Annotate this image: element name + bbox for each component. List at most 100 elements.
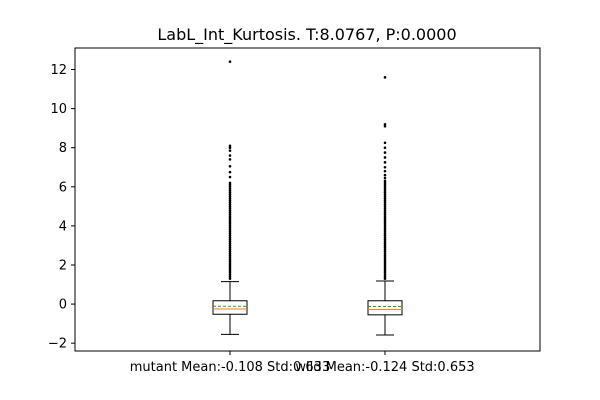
outlier-point xyxy=(383,261,387,265)
outlier-point xyxy=(383,250,387,253)
outlier-point xyxy=(228,238,232,241)
outlier-point xyxy=(228,261,232,265)
outlier-point xyxy=(383,76,387,79)
outlier-point xyxy=(383,185,387,189)
outlier-point xyxy=(383,165,387,169)
outlier-point xyxy=(383,226,387,230)
outlier-point xyxy=(383,122,387,126)
y-tick-label: 12 xyxy=(50,63,67,78)
chart-title: LabL_Int_Kurtosis. T:8.0767, P:0.0000 xyxy=(157,25,456,45)
outlier-point xyxy=(228,269,232,273)
outlier-point xyxy=(383,275,387,279)
outlier-point xyxy=(228,234,232,237)
outlier-point xyxy=(228,206,232,210)
outlier-point xyxy=(383,244,387,247)
outlier-point xyxy=(228,208,232,212)
outlier-point xyxy=(228,183,232,187)
outlier-point xyxy=(228,255,232,259)
outlier-point xyxy=(383,228,387,232)
outlier-point xyxy=(228,265,232,269)
outlier-point xyxy=(383,193,387,196)
outlier-point xyxy=(383,141,387,145)
outlier-point xyxy=(228,154,232,157)
y-tick-label: 8 xyxy=(59,141,67,156)
outlier-point xyxy=(383,251,387,255)
outlier-point xyxy=(383,210,387,214)
outlier-point xyxy=(383,195,387,198)
outlier-point xyxy=(228,187,232,191)
outlier-point xyxy=(383,189,387,193)
outlier-point xyxy=(228,259,232,263)
outlier-point xyxy=(383,238,387,241)
outlier-point xyxy=(383,234,387,237)
outlier-point xyxy=(228,210,232,214)
outlier-point xyxy=(383,259,387,263)
outlier-point xyxy=(228,244,232,247)
outlier-point xyxy=(383,197,387,200)
outlier-point xyxy=(383,232,387,236)
outlier-point xyxy=(383,191,387,194)
outlier-point xyxy=(228,203,232,206)
outlier-point xyxy=(228,216,232,220)
outlier-point xyxy=(228,248,232,251)
outlier-point xyxy=(228,149,232,152)
y-tick-label: 6 xyxy=(59,180,67,195)
outlier-point xyxy=(383,263,387,267)
outlier-point xyxy=(383,255,387,259)
outlier-point xyxy=(383,277,387,280)
outlier-point xyxy=(383,216,387,220)
outlier-point xyxy=(228,230,232,234)
y-tick-label: 4 xyxy=(59,219,67,234)
outlier-point xyxy=(228,236,232,239)
outlier-point xyxy=(228,275,232,279)
outlier-point xyxy=(383,206,387,210)
outlier-point xyxy=(383,224,387,228)
outlier-point xyxy=(383,265,387,269)
outlier-point xyxy=(228,197,232,200)
outlier-point xyxy=(383,181,387,185)
outlier-point xyxy=(383,236,387,239)
outlier-point xyxy=(383,203,387,206)
outlier-point xyxy=(383,273,387,277)
outlier-point xyxy=(383,222,387,226)
outlier-point xyxy=(228,224,232,228)
outlier-point xyxy=(383,218,387,222)
outlier-point xyxy=(228,175,232,179)
outlier-point xyxy=(228,228,232,232)
outlier-point xyxy=(228,232,232,236)
outlier-point xyxy=(228,199,232,202)
outlier-point xyxy=(228,240,232,243)
outlier-point xyxy=(383,208,387,212)
iqr-box xyxy=(212,300,248,315)
iqr-box xyxy=(367,300,403,316)
outlier-point xyxy=(383,183,387,187)
outlier-point xyxy=(228,191,232,194)
outlier-point xyxy=(228,273,232,277)
outlier-point xyxy=(383,169,387,173)
outlier-point xyxy=(228,242,232,245)
outlier-point xyxy=(228,189,232,193)
outlier-point xyxy=(228,250,232,253)
outlier-point xyxy=(228,212,232,216)
outlier-point xyxy=(383,212,387,216)
outlier-point xyxy=(228,158,232,161)
outlier-point xyxy=(228,246,232,249)
outlier-point xyxy=(228,220,232,224)
outlier-point xyxy=(383,161,387,164)
outlier-point xyxy=(228,195,232,198)
outlier-point xyxy=(228,170,232,174)
plot-frame xyxy=(74,47,541,352)
outlier-point xyxy=(228,146,232,149)
outlier-point xyxy=(383,214,387,218)
outlier-point xyxy=(228,253,232,257)
outlier-point xyxy=(383,199,387,202)
outlier-point xyxy=(228,181,232,185)
outlier-point xyxy=(228,164,232,168)
outlier-point xyxy=(383,246,387,249)
y-tick-label: 0 xyxy=(59,298,67,313)
outlier-point xyxy=(228,226,232,230)
outlier-point xyxy=(228,257,232,261)
outlier-point xyxy=(383,271,387,275)
plot-area: −2 0 2 4 6 8 10 12 mutant Mean:-0.108 Std:0.633w… xyxy=(48,60,475,375)
